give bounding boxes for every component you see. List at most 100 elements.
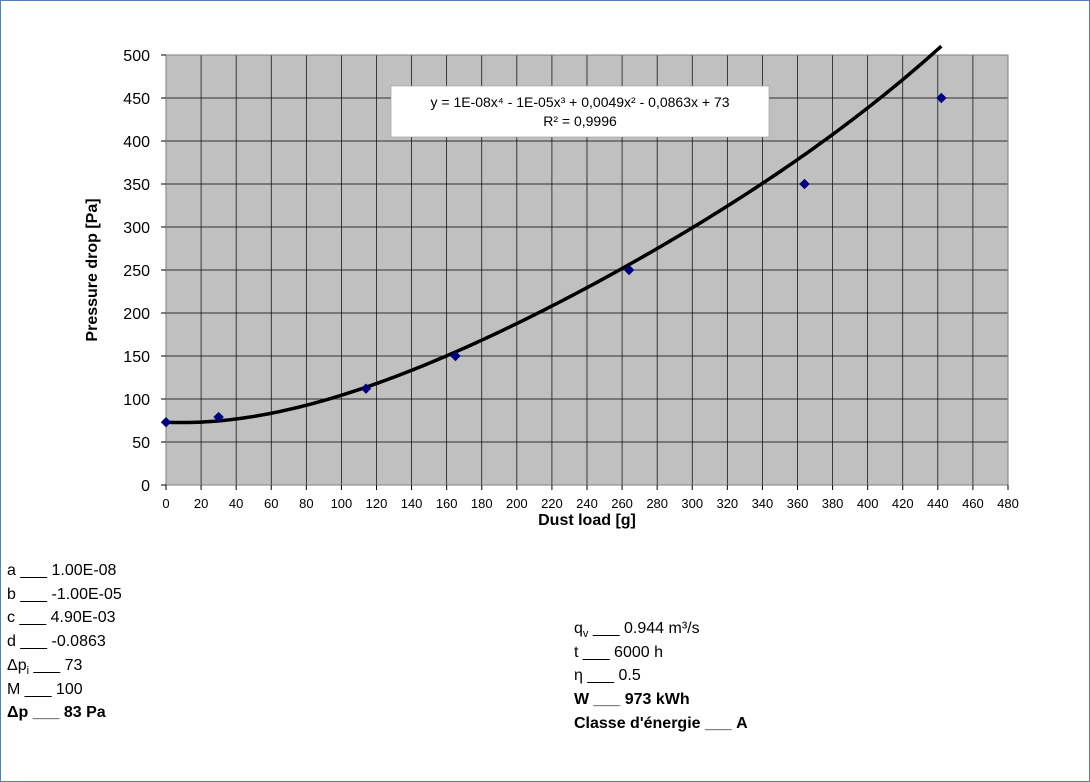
right-param-row-1: t ___ 6000 h — [574, 644, 663, 662]
left-param-row-6: Δp ___ 83 Pa — [7, 704, 106, 722]
x-tick-label: 100 — [331, 496, 353, 511]
left-param-row-4: Δpi ___ 73 — [7, 657, 82, 680]
param-separator: ___ — [700, 714, 737, 732]
param-value: 4.90E-03 — [50, 609, 116, 627]
x-tick-label: 80 — [299, 496, 313, 511]
data-point — [799, 178, 810, 190]
param-value: 1.00E-08 — [51, 562, 117, 579]
x-tick-label: 40 — [229, 496, 243, 511]
param-separator: ___ — [588, 620, 624, 637]
x-tick-label: 440 — [927, 496, 949, 511]
param-separator: ___ — [15, 562, 52, 579]
data-point — [360, 383, 372, 394]
right-param-row-2: η ___ 0.5 — [574, 667, 641, 685]
param-key: b — [7, 585, 16, 603]
y-tick-label: 350 — [123, 177, 150, 194]
y-tick-label: 50 — [132, 435, 150, 452]
param-key: W — [574, 691, 590, 709]
y-tick-label: 500 — [123, 48, 150, 65]
x-tick-label: 420 — [892, 496, 914, 511]
param-separator: ___ — [28, 704, 64, 722]
right-param-row-4: Classe d'énergie ___ A — [574, 715, 748, 733]
y-tick-label: 100 — [123, 392, 150, 409]
param-separator: ___ — [582, 667, 619, 685]
left-param-row-3: d ___ -0.0863 — [7, 633, 106, 651]
x-tick-label: 60 — [264, 496, 278, 511]
x-tick-label: 220 — [541, 496, 563, 511]
trendline-equation: y = 1E-08x⁴ - 1E-05x³ + 0,0049x² - 0,086… — [430, 94, 729, 110]
x-tick-label: 180 — [471, 496, 493, 511]
x-tick-label: 320 — [716, 496, 738, 511]
param-key: c — [7, 609, 15, 627]
param-key: t — [574, 643, 579, 661]
pressure-drop-chart: 0 20 40 60 80 100 120 140 160 180 200 220 240 260 280 3… — [84, 44, 1019, 529]
param-subscript: v — [582, 628, 589, 641]
x-tick-label: 240 — [576, 496, 598, 511]
trendline-r2: R² = 0,9996 — [543, 113, 617, 129]
data-point — [160, 417, 172, 428]
param-value: 6000 h — [614, 643, 663, 661]
y-tick-label: 450 — [123, 91, 150, 108]
x-tick-label: 380 — [822, 496, 844, 511]
data-point — [213, 411, 224, 423]
param-separator: ___ — [20, 680, 56, 698]
y-tick-label: 0 — [141, 478, 150, 495]
param-key: Δp — [7, 704, 29, 722]
x-tick-label: 120 — [366, 496, 388, 511]
param-key: Classe d'énergie — [574, 714, 701, 732]
x-tick-label: 280 — [646, 496, 668, 511]
param-value: -0.0863 — [51, 633, 106, 651]
x-tick-label: 400 — [857, 496, 879, 511]
left-param-row-2: c ___ 4.90E-03 — [7, 609, 116, 627]
param-subscript: i — [26, 664, 30, 677]
left-param-row-5: M ___ 100 — [7, 681, 83, 699]
x-axis-title: Dust load [g] — [538, 512, 636, 529]
param-separator: ___ — [15, 633, 52, 651]
data-point — [623, 264, 635, 276]
param-key: a — [7, 562, 16, 579]
x-tick-label: 160 — [436, 496, 458, 511]
y-tick-label: 200 — [123, 306, 150, 323]
x-tick-label: 460 — [962, 496, 984, 511]
y-tick-label: 250 — [123, 263, 150, 280]
param-key: d — [7, 633, 16, 651]
x-tick-label: 20 — [194, 496, 208, 511]
x-tick-label: 200 — [506, 496, 528, 511]
data-point — [450, 350, 461, 362]
param-value: 0.5 — [618, 667, 641, 685]
trendline — [165, 44, 943, 425]
param-value: 0.944 m³/s — [624, 620, 700, 637]
equation-box — [390, 85, 770, 138]
param-key: η — [574, 667, 583, 685]
x-tick-label: 260 — [611, 496, 633, 511]
right-param-row-3: W ___ 973 kWh — [574, 691, 690, 709]
param-value: 973 kWh — [624, 691, 690, 709]
right-param-row-0: qv ___ 0.944 m³/s — [574, 620, 700, 643]
param-separator: ___ — [29, 656, 65, 674]
param-separator: ___ — [15, 585, 52, 603]
x-tick-label: 480 — [997, 496, 1019, 511]
data-point — [936, 92, 947, 104]
param-separator: ___ — [15, 609, 51, 627]
y-tick-label: 400 — [123, 134, 150, 151]
param-separator: ___ — [578, 643, 615, 661]
param-value: 83 Pa — [63, 704, 106, 722]
y-axis-title: Pressure drop [Pa] — [84, 198, 101, 341]
param-separator: ___ — [589, 691, 625, 709]
param-value: 100 — [55, 680, 83, 698]
param-value: A — [736, 714, 748, 732]
x-tick-label: 360 — [787, 496, 809, 511]
param-value: -1.00E-05 — [51, 585, 122, 603]
x-tick-label: 340 — [752, 496, 774, 511]
param-key: Δp — [7, 656, 27, 674]
left-param-row-1: b ___ -1.00E-05 — [7, 586, 122, 604]
param-key: M — [7, 680, 21, 698]
left-param-row-0: a ___ 1.00E-08 — [7, 562, 116, 580]
x-tick-label: 300 — [681, 496, 703, 511]
y-tick-label: 150 — [123, 349, 150, 366]
x-tick-label: 0 — [162, 496, 169, 511]
y-tick-label: 300 — [123, 220, 150, 237]
x-tick-label: 140 — [401, 496, 423, 511]
param-value: 73 — [64, 656, 83, 674]
